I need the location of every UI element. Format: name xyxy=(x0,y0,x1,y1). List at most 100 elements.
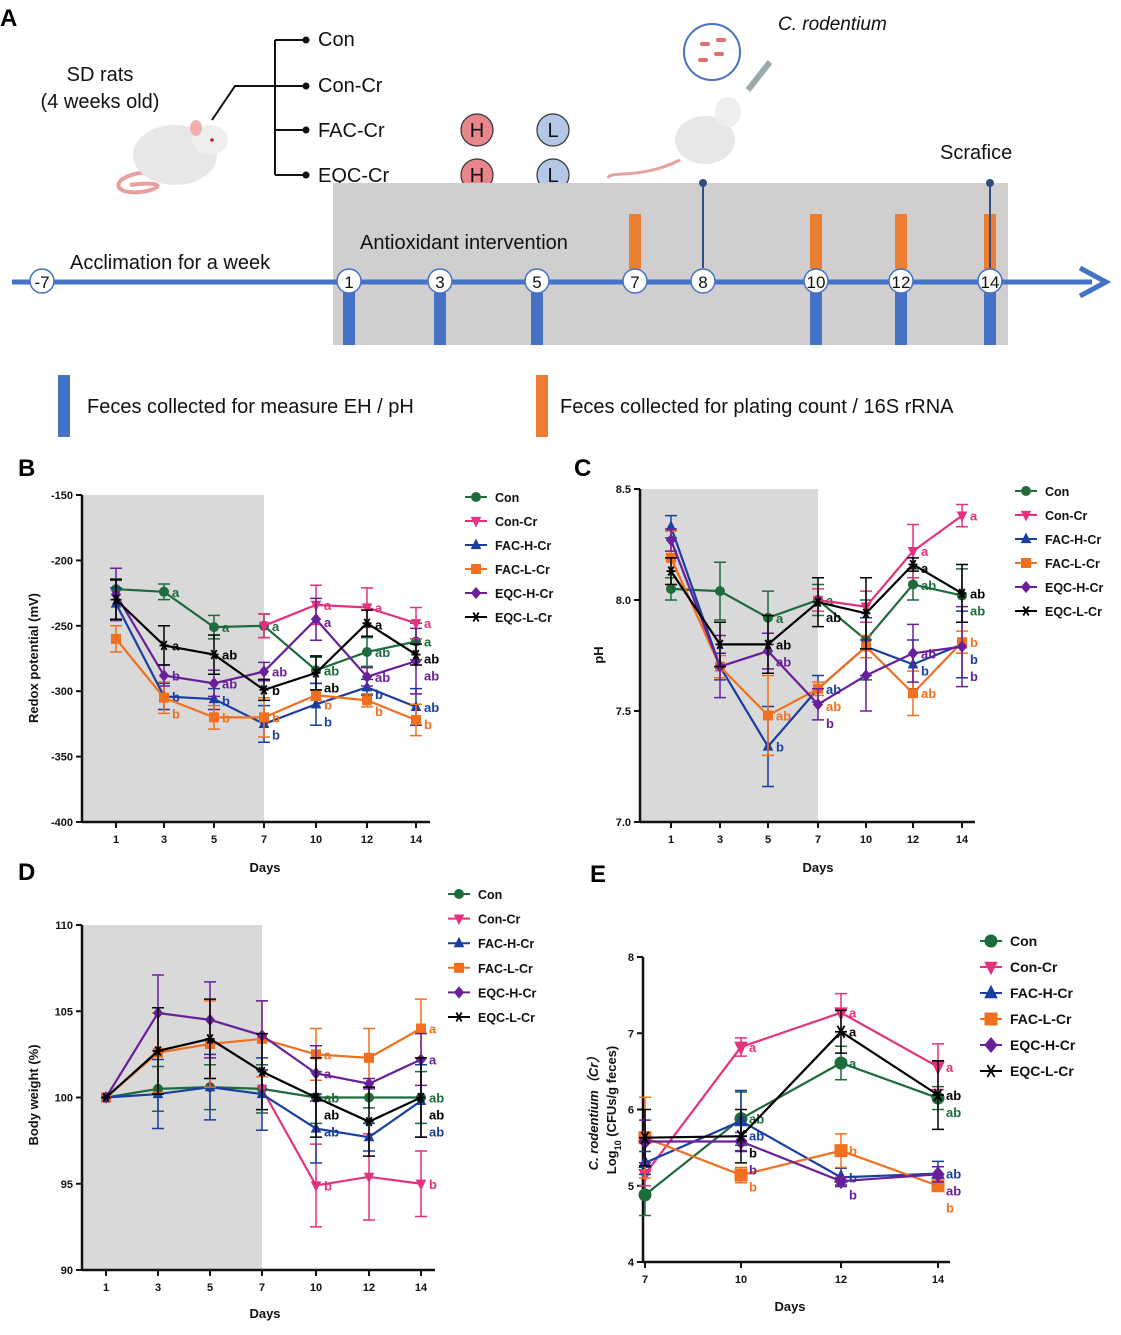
data-point xyxy=(907,647,919,660)
data-point xyxy=(666,583,676,594)
legend-label: Con-Cr xyxy=(495,515,537,529)
y-tick-label: 8.0 xyxy=(616,595,631,607)
x-tick-label: 5 xyxy=(211,834,217,846)
significance-letter: b xyxy=(172,706,180,721)
dose-low-fac: L xyxy=(547,120,558,142)
significance-letter: ab xyxy=(429,1125,444,1140)
significance-letter: ab xyxy=(826,610,841,625)
significance-letter: b xyxy=(272,683,280,698)
data-point xyxy=(111,594,121,605)
significance-letter: a xyxy=(946,1060,954,1075)
series-line xyxy=(645,1140,939,1183)
significance-letter: a xyxy=(424,616,432,631)
significance-letter: a xyxy=(826,593,834,608)
x-tick-label: 3 xyxy=(155,1282,161,1294)
significance-letter: b xyxy=(324,697,332,712)
dose-badges: H H L L xyxy=(460,113,570,192)
timeline-day-marker xyxy=(336,268,362,294)
significance-letter: a xyxy=(749,1040,757,1055)
legend-item: Con-Cr xyxy=(980,959,1058,976)
data-point xyxy=(665,533,677,547)
series-line xyxy=(644,1030,939,1139)
significance-letter: a xyxy=(921,544,929,559)
data-point xyxy=(311,690,321,701)
series-line xyxy=(817,514,963,608)
significance-letter: b xyxy=(946,1201,954,1216)
timeline-day-label: 12 xyxy=(892,273,911,292)
data-point xyxy=(734,1041,748,1056)
data-point xyxy=(984,984,998,999)
legend-item: EQC-L-Cr xyxy=(1015,605,1102,619)
data-point xyxy=(454,1012,464,1022)
significance-letter: ab xyxy=(970,586,985,601)
data-point xyxy=(310,697,322,709)
y-tick-label: 6 xyxy=(628,1105,634,1117)
series-con: ab a ab xyxy=(638,1045,961,1217)
legend-item: FAC-H-Cr xyxy=(448,936,534,951)
significance-letter: ab xyxy=(946,1184,961,1199)
significance-letter: ab xyxy=(375,670,390,685)
data-point xyxy=(453,986,465,999)
e-xlabel: Days xyxy=(774,1299,805,1314)
x-tick-label: 3 xyxy=(717,834,723,846)
data-point xyxy=(159,640,169,651)
significance-letter: ab xyxy=(776,708,791,723)
series-fac-l-cr: b b bb bb xyxy=(110,625,432,738)
dose-high-eqc: H xyxy=(470,165,484,187)
data-point xyxy=(153,1045,163,1056)
significance-letter: a xyxy=(324,598,332,613)
pathogen-label: C. rodentium xyxy=(778,14,887,35)
intervention-label: Antioxidant intervention xyxy=(360,232,568,254)
significance-letter: ab xyxy=(921,686,936,701)
timeline-day-label: 7 xyxy=(630,273,639,292)
data-point xyxy=(310,1181,322,1192)
legend-label: Con-Cr xyxy=(1010,959,1058,975)
legend-label: FAC-L-Cr xyxy=(1010,1011,1072,1027)
data-point xyxy=(834,1173,848,1190)
data-point xyxy=(158,669,170,682)
data-point xyxy=(1021,486,1031,496)
legend-item: Con-Cr xyxy=(448,913,520,927)
legend-item: Con-Cr xyxy=(1015,509,1087,523)
timeline-day-marker xyxy=(977,268,1003,294)
data-point xyxy=(908,559,918,570)
legend-label: Con xyxy=(1010,933,1037,949)
data-point xyxy=(638,1188,652,1202)
c-ylabel: pH xyxy=(591,646,606,663)
data-point xyxy=(834,1144,848,1158)
e-ylabel-sub: 10 xyxy=(613,1140,623,1150)
x-tick-label: 1 xyxy=(113,834,119,846)
significance-letter: b xyxy=(375,687,383,702)
significance-letter: a xyxy=(849,1006,857,1021)
significance-letter: b xyxy=(222,693,230,708)
series-eqc-h-cr: bb ab xyxy=(638,1119,961,1202)
legend-label: Con-Cr xyxy=(478,913,520,927)
x-tick-label: 7 xyxy=(815,834,821,846)
legend-item: FAC-H-Cr xyxy=(1015,532,1101,547)
significance-letter: ab xyxy=(429,1091,444,1106)
collection-mark-eh-ph xyxy=(343,290,355,345)
data-point xyxy=(411,649,421,660)
group-eqc-cr: EQC-Cr xyxy=(318,165,389,187)
significance-letter: b xyxy=(749,1163,757,1178)
significance-letter: b xyxy=(970,652,978,667)
x-tick-label: 12 xyxy=(363,1282,375,1294)
data-point xyxy=(310,613,322,626)
series-line xyxy=(261,1088,422,1187)
significance-letter: ab xyxy=(946,1167,961,1182)
e-ylabel-rest: (CFUs/g feces) xyxy=(604,1046,619,1141)
e-ylabel-log: Log xyxy=(604,1150,619,1174)
data-point xyxy=(932,1088,944,1102)
data-point xyxy=(956,640,968,653)
y-tick-label: -150 xyxy=(51,490,73,502)
timeline-day-label: -7 xyxy=(34,273,49,292)
legend-label: Con xyxy=(478,888,502,902)
significance-letter: ab xyxy=(429,1108,444,1123)
significance-letter: a xyxy=(921,561,929,576)
significance-letter: b xyxy=(172,689,180,704)
significance-letter: b xyxy=(970,669,978,684)
intervention-shading xyxy=(640,489,818,822)
